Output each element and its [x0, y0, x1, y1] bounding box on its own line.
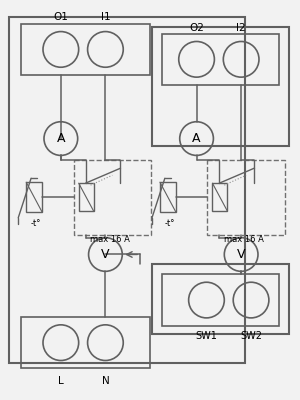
- Text: O1: O1: [53, 12, 68, 22]
- Text: V: V: [237, 248, 245, 261]
- Bar: [160, 182, 176, 212]
- Text: I1: I1: [100, 12, 110, 22]
- Bar: [152, 27, 289, 146]
- Bar: [208, 160, 285, 235]
- Text: V: V: [101, 248, 110, 261]
- Bar: [9, 17, 245, 364]
- Bar: [162, 34, 279, 85]
- Bar: [79, 183, 94, 211]
- Bar: [74, 160, 151, 235]
- Text: -t°: -t°: [31, 219, 41, 228]
- Text: A: A: [57, 132, 65, 145]
- Bar: [21, 24, 150, 75]
- Text: SW1: SW1: [196, 331, 217, 341]
- Text: -t°: -t°: [165, 219, 175, 228]
- Text: max 16 A: max 16 A: [224, 235, 264, 244]
- Bar: [26, 182, 42, 212]
- Text: N: N: [101, 376, 109, 386]
- Bar: [152, 264, 289, 334]
- Bar: [21, 317, 150, 368]
- Bar: [162, 274, 279, 326]
- Text: L: L: [58, 376, 64, 386]
- Text: O2: O2: [189, 23, 204, 33]
- Bar: [212, 183, 227, 211]
- Text: SW2: SW2: [240, 331, 262, 341]
- Text: I2: I2: [236, 23, 246, 33]
- Text: A: A: [192, 132, 201, 145]
- Text: max 16 A: max 16 A: [90, 235, 130, 244]
